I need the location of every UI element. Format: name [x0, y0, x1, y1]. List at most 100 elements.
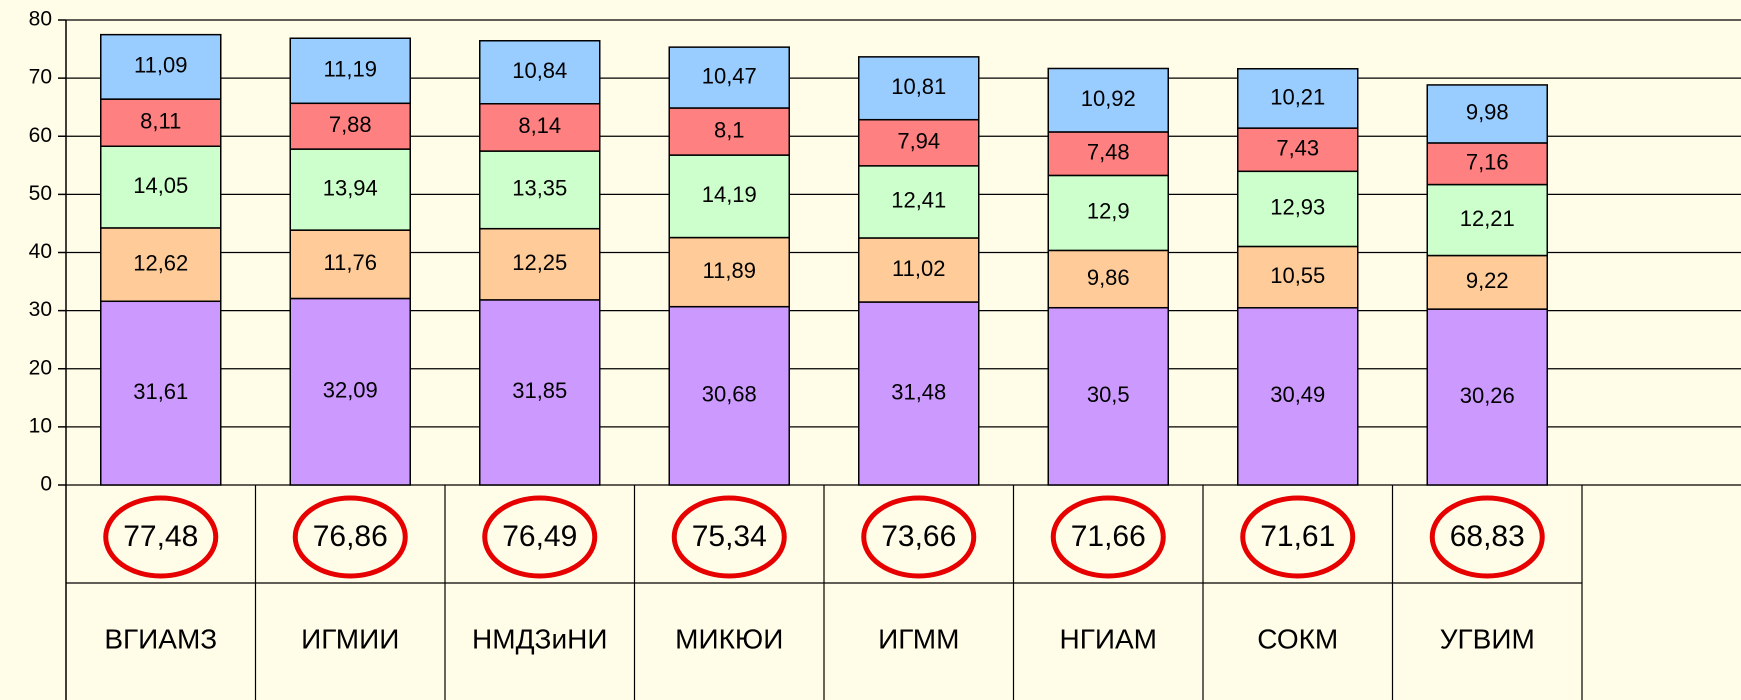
bar-segment [479, 299, 601, 486]
data-label: 8,14 [518, 113, 561, 138]
total-label: 75,34 [692, 520, 767, 553]
y-tick-label: 80 [29, 8, 52, 31]
bar-segment [668, 305, 790, 486]
data-label: 12,25 [512, 250, 567, 275]
data-label: 30,26 [1460, 383, 1515, 408]
data-label: 7,94 [897, 129, 940, 154]
data-label: 9,86 [1087, 265, 1130, 290]
data-label: 10,84 [512, 58, 567, 83]
data-label: 11,76 [324, 250, 377, 275]
bar-segment [100, 33, 222, 100]
bar-segment [289, 37, 411, 105]
data-label: 10,92 [1081, 86, 1136, 111]
bar-segment [1047, 306, 1169, 486]
data-label: 12,62 [133, 250, 188, 275]
bar-segment [858, 301, 980, 486]
x-tick-label: ИГММ [878, 623, 959, 654]
bar-segment [1047, 249, 1169, 309]
data-label: 9,22 [1466, 268, 1509, 293]
total-label: 71,61 [1260, 520, 1335, 553]
bar-segment [858, 237, 980, 303]
bar-segment [100, 98, 222, 147]
y-tick-label: 60 [29, 124, 52, 147]
y-tick-label: 0 [40, 473, 52, 496]
x-tick-label: МИКЮИ [675, 623, 783, 654]
bar-segment [1047, 67, 1169, 133]
bar-segment [1426, 254, 1548, 310]
data-label: 10,47 [702, 63, 757, 88]
data-label: 7,16 [1466, 150, 1509, 175]
bar-segment [479, 103, 601, 152]
bar-segment [1426, 183, 1548, 257]
bar-segment [289, 229, 411, 300]
bar-segment [1426, 84, 1548, 144]
bar-segment [100, 300, 222, 486]
x-tick-label: НМДЗиНИ [472, 623, 607, 654]
bar-segment [479, 40, 601, 105]
data-label: 30,49 [1270, 382, 1325, 407]
data-label: 10,21 [1270, 84, 1325, 109]
y-tick-label: 50 [29, 182, 52, 205]
data-label: 14,19 [702, 182, 757, 207]
data-label: 32,09 [323, 378, 378, 403]
total-circle [671, 495, 787, 579]
total-label: 71,66 [1071, 520, 1146, 553]
data-label: 31,48 [891, 379, 946, 404]
data-label: 31,85 [512, 378, 567, 403]
data-label: 10,55 [1270, 263, 1325, 288]
x-tick-label: ВГИАМЗ [104, 623, 217, 654]
data-label: 8,11 [140, 108, 181, 133]
bar-segment [858, 56, 980, 121]
total-label: 68,83 [1450, 520, 1525, 553]
data-label: 8,1 [714, 117, 745, 142]
bar-segment [289, 148, 411, 231]
bar-segment [1237, 245, 1359, 309]
y-tick-label: 70 [29, 66, 52, 89]
x-tick-label: УГВИМ [1440, 623, 1535, 654]
x-tick-label: СОКМ [1257, 623, 1338, 654]
total-circle [1429, 495, 1545, 579]
x-tick-label: ИГМИИ [301, 623, 399, 654]
total-circle [1050, 495, 1166, 579]
bar-segment [289, 102, 411, 150]
total-circle [861, 495, 977, 579]
total-circle [292, 495, 408, 579]
data-label: 11,89 [703, 258, 756, 283]
data-label: 11,19 [324, 57, 377, 82]
total-circle [103, 495, 219, 579]
data-label: 12,9 [1087, 199, 1130, 224]
x-tick-label: НГИАМ [1059, 623, 1157, 654]
bar-segment [1426, 308, 1548, 486]
data-label: 7,43 [1276, 136, 1319, 161]
data-label: 10,81 [891, 74, 946, 99]
bar-segment [1426, 142, 1548, 186]
total-circle [1240, 495, 1356, 579]
data-label: 11,02 [892, 256, 945, 281]
bar-segment [289, 297, 411, 486]
total-label: 73,66 [881, 520, 956, 553]
data-label: 30,5 [1087, 382, 1130, 407]
data-label: 9,98 [1466, 100, 1509, 125]
data-label: 7,88 [329, 112, 372, 137]
total-label: 76,49 [502, 520, 577, 553]
y-tick-label: 10 [29, 414, 52, 437]
total-label: 77,48 [123, 520, 198, 553]
data-label: 30,68 [702, 382, 757, 407]
data-label: 12,93 [1270, 195, 1325, 220]
total-circle [482, 495, 598, 579]
data-label: 31,61 [133, 379, 188, 404]
data-label: 12,21 [1460, 206, 1515, 231]
bar-segment [100, 145, 222, 229]
data-label: 12,41 [891, 188, 946, 213]
data-label: 14,05 [133, 173, 188, 198]
total-label: 76,86 [313, 520, 388, 553]
bar-segment [100, 227, 222, 303]
y-tick-label: 20 [29, 356, 52, 379]
y-tick-label: 30 [29, 298, 52, 321]
data-label: 7,48 [1087, 140, 1130, 165]
data-label: 11,09 [134, 53, 187, 78]
bar-segment [668, 46, 790, 109]
bar-segment [668, 154, 790, 239]
bar-segment [1237, 127, 1359, 173]
